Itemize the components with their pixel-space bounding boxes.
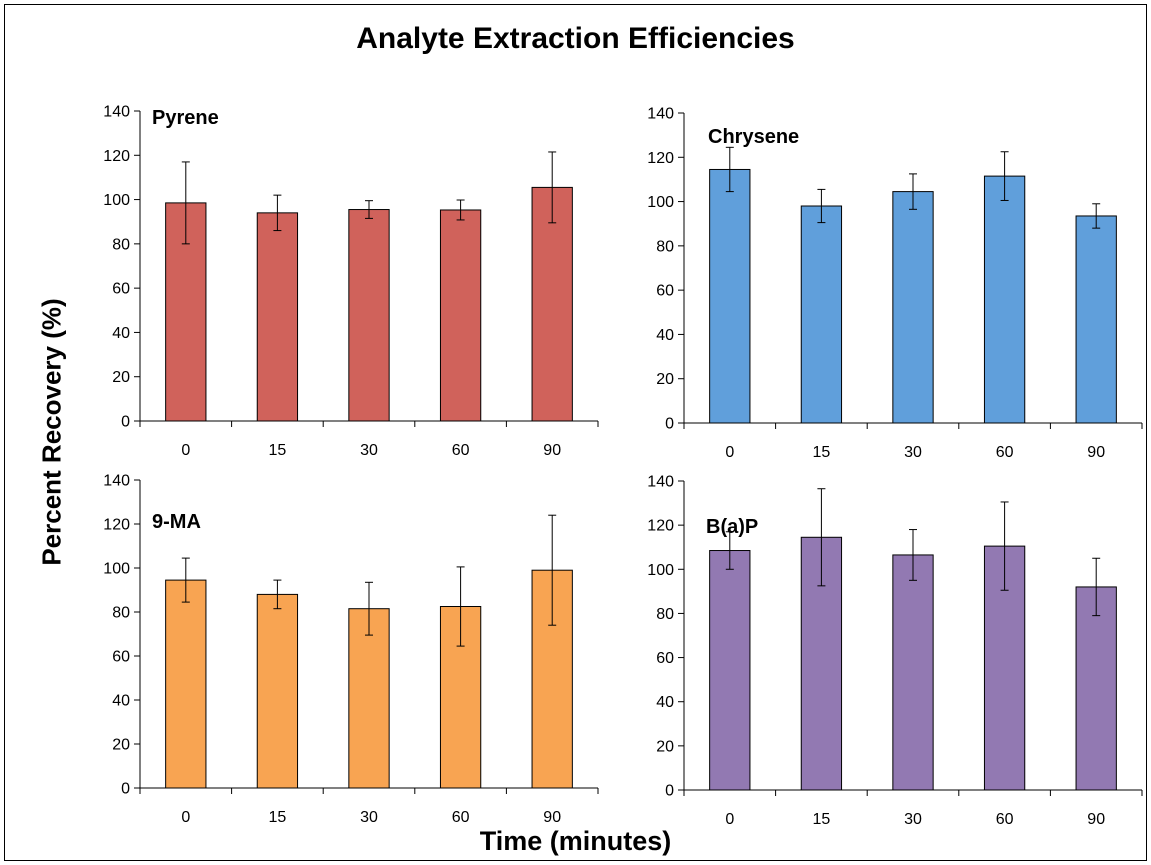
panel-9-ma: 0 20 40 60 80 100 120 140 0 15 30 60 90 9-MA <box>103 473 599 826</box>
y-tick-label: 80 <box>112 236 130 253</box>
y-tick-label: 20 <box>112 737 130 754</box>
panel-pyrene: 0 20 40 60 80 100 120 140 0 15 30 60 90 Pyrene <box>103 104 599 459</box>
panel-title-pyrene: Pyrene <box>152 107 219 129</box>
x-axis-title: Time (minutes) <box>479 826 672 856</box>
y-tick-label: 120 <box>103 517 130 534</box>
bar-chrysene-60 <box>983 175 1026 424</box>
bar-pyrene-90 <box>531 186 573 422</box>
y-tick-label: 40 <box>656 694 674 711</box>
y-tick-label: 140 <box>103 104 130 121</box>
y-tick-label: 80 <box>112 605 130 622</box>
bar-9-ma-30 <box>348 608 390 789</box>
x-tick-label: 60 <box>452 809 470 826</box>
y-tick-label: 20 <box>656 738 674 755</box>
panel-title-9-ma: 9-MA <box>152 511 201 533</box>
y-tick-label: 100 <box>647 562 674 579</box>
x-tick-label: 15 <box>813 444 831 461</box>
panel-title-chrysene: Chrysene <box>708 126 799 148</box>
y-tick-label: 60 <box>656 283 674 300</box>
x-tick-label: 60 <box>996 444 1014 461</box>
x-tick-label: 30 <box>904 444 922 461</box>
y-tick-label: 60 <box>112 649 130 666</box>
y-tick-label: 140 <box>647 106 674 123</box>
y-tick-label: 120 <box>103 148 130 165</box>
bar-chrysene-90 <box>1075 215 1117 424</box>
x-tick-label: 60 <box>996 811 1014 828</box>
y-tick-label: 100 <box>103 192 130 209</box>
bar-chrysene-0 <box>709 168 751 424</box>
y-tick-label: 0 <box>121 781 130 798</box>
y-tick-label: 60 <box>656 650 674 667</box>
bar-pyrene-15 <box>256 212 299 422</box>
bar-chrysene-15 <box>800 205 843 424</box>
x-tick-label: 0 <box>181 442 190 459</box>
x-tick-label: 0 <box>725 811 734 828</box>
y-tick-label: 120 <box>647 518 674 535</box>
panel-chrysene: 0 20 40 60 80 100 120 140 0 15 30 60 90 Chrysene <box>647 106 1143 461</box>
y-tick-label: 40 <box>656 327 674 344</box>
figure-title: Analyte Extraction Efficiencies <box>356 22 795 55</box>
bar-bap-0 <box>709 550 751 791</box>
y-tick-label: 0 <box>665 416 674 433</box>
x-tick-label: 30 <box>360 442 378 459</box>
x-tick-label: 60 <box>452 442 470 459</box>
x-tick-label: 15 <box>813 811 831 828</box>
x-tick-label: 15 <box>269 442 287 459</box>
x-tick-label: 90 <box>1087 444 1105 461</box>
y-tick-label: 100 <box>103 561 130 578</box>
y-tick-label: 40 <box>112 325 130 342</box>
y-tick-label: 20 <box>112 369 130 386</box>
figure-frame <box>4 4 1147 861</box>
bar-bap-90 <box>1075 586 1117 791</box>
x-tick-label: 0 <box>181 809 190 826</box>
bar-9-ma-15 <box>256 593 299 789</box>
x-tick-label: 90 <box>543 442 561 459</box>
y-tick-label: 80 <box>656 606 674 623</box>
y-tick-label: 140 <box>647 474 674 491</box>
y-tick-label: 120 <box>647 150 674 167</box>
bar-pyrene-30 <box>348 209 390 422</box>
y-tick-label: 140 <box>103 473 130 490</box>
x-tick-label: 0 <box>725 444 734 461</box>
y-tick-label: 80 <box>656 238 674 255</box>
bar-bap-30 <box>892 554 934 791</box>
x-tick-label: 30 <box>360 809 378 826</box>
bar-9-ma-0 <box>165 579 207 789</box>
y-tick-label: 20 <box>656 371 674 388</box>
x-tick-label: 15 <box>269 809 287 826</box>
y-tick-label: 100 <box>647 194 674 211</box>
y-tick-label: 40 <box>112 693 130 710</box>
panel-bap: 0 20 40 60 80 100 120 140 0 15 30 60 90 B(a)P <box>647 474 1143 828</box>
x-tick-label: 30 <box>904 811 922 828</box>
bar-chrysene-30 <box>892 191 934 424</box>
x-tick-label: 90 <box>1087 811 1105 828</box>
y-tick-label: 0 <box>121 414 130 431</box>
bar-pyrene-60 <box>439 209 482 422</box>
x-tick-label: 90 <box>543 809 561 826</box>
y-tick-label: 0 <box>665 783 674 800</box>
panel-title-bap: B(a)P <box>706 516 758 538</box>
y-tick-label: 60 <box>112 281 130 298</box>
